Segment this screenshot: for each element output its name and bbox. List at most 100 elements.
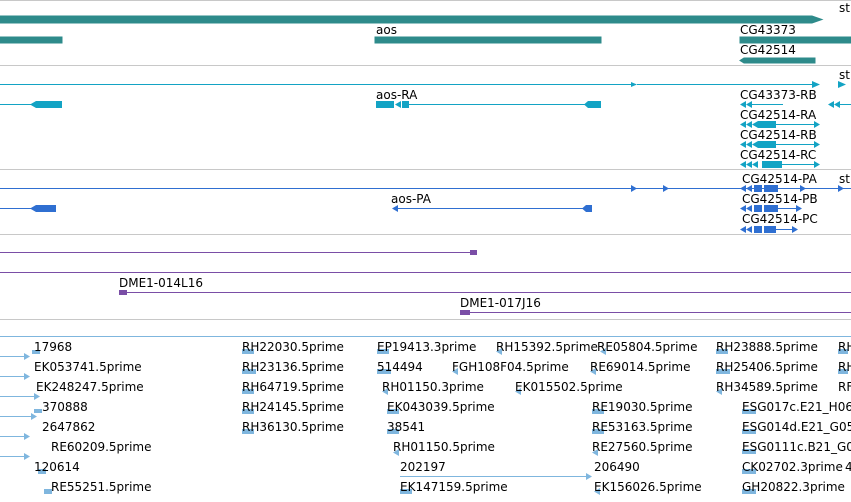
est-label[interactable]: RE19030.5prime (592, 400, 693, 414)
gene-feature-cg43373[interactable] (739, 36, 851, 44)
est-block[interactable] (377, 349, 389, 354)
est-label[interactable]: ESG017c.E21_H06 (742, 400, 851, 414)
protein-exon[interactable] (582, 205, 592, 212)
transcript-exon[interactable] (30, 101, 62, 108)
est-block[interactable] (242, 369, 256, 374)
est-label[interactable]: ESG014d.E21_G05 (742, 420, 851, 434)
est-label[interactable]: GH20822.3prime (742, 480, 845, 494)
transcript-exon-aos-ra[interactable] (376, 101, 394, 108)
est-label[interactable]: 206490 (594, 460, 640, 474)
est-block[interactable] (32, 350, 40, 354)
est-block[interactable] (742, 429, 756, 434)
est-label[interactable]: RH24145.5prime (242, 400, 344, 414)
clone-label-dme1-017j16[interactable]: DME1-017J16 (460, 296, 541, 310)
est-block[interactable] (242, 409, 254, 414)
protein-exon[interactable] (754, 226, 762, 233)
transcript-exon[interactable] (584, 101, 601, 108)
gene-feature-cg42514[interactable] (739, 57, 816, 64)
est-label[interactable]: RH34589.5prime (716, 380, 818, 394)
est-block[interactable] (838, 369, 848, 374)
est-block[interactable] (242, 429, 254, 434)
gene-label-aos[interactable]: aos (376, 23, 397, 37)
est-label[interactable]: RH23888.5prime (716, 340, 818, 354)
transcript-exon[interactable] (758, 141, 776, 148)
est-block[interactable] (400, 489, 412, 494)
est-label[interactable]: 4 (845, 460, 851, 474)
est-label[interactable]: EP19413.3prime (377, 340, 477, 354)
est-label[interactable]: ESG0111c.B21_G0 (742, 440, 851, 454)
est-label[interactable]: RH15392.5prime (496, 340, 598, 354)
gene-label-st[interactable]: st (839, 1, 850, 15)
protein-label-cg42514-pc[interactable]: CG42514-PC (742, 212, 818, 226)
est-label[interactable]: RH (838, 360, 851, 374)
est-label[interactable]: RH64719.5prime (242, 380, 344, 394)
protein-exon[interactable] (764, 226, 776, 233)
transcript-label-cg42514-ra[interactable]: CG42514-RA (740, 108, 817, 122)
est-label[interactable]: EK043039.5prime (387, 400, 495, 414)
est-block[interactable] (242, 349, 254, 354)
transcript-exon[interactable] (762, 161, 782, 168)
est-label[interactable]: FGH108F04.5prime (452, 360, 569, 374)
est-label[interactable]: 38541 (387, 420, 426, 434)
est-label[interactable]: RF (838, 380, 851, 394)
est-block[interactable] (716, 369, 730, 374)
est-label[interactable]: RE27560.5prime (592, 440, 693, 454)
est-block[interactable] (592, 409, 604, 414)
est-label[interactable]: RH23136.5prime (242, 360, 344, 374)
transcript-exon[interactable] (758, 121, 776, 128)
est-label[interactable]: CK02702.3prime (742, 460, 843, 474)
protein-label-aos-pa[interactable]: aos-PA (391, 192, 431, 206)
est-block[interactable] (34, 409, 42, 413)
est-block[interactable] (838, 349, 848, 354)
clone-end[interactable] (119, 290, 127, 295)
gene-feature-aos[interactable] (374, 36, 602, 44)
est-label[interactable]: RH (838, 340, 851, 354)
est-block[interactable] (242, 389, 254, 394)
est-label[interactable]: 370888 (42, 400, 88, 414)
protein-label-cg42514-pb[interactable]: CG42514-PB (742, 192, 818, 206)
est-label[interactable]: RE55251.5prime (51, 480, 152, 494)
est-label[interactable]: RE05804.5prime (597, 340, 698, 354)
transcript-label-st[interactable]: st (839, 68, 850, 82)
gene-label-cg42514[interactable]: CG42514 (740, 43, 796, 57)
est-label[interactable]: RE69014.5prime (590, 360, 691, 374)
est-label[interactable]: RH25406.5prime (716, 360, 818, 374)
transcript-label-aos-ra[interactable]: aos-RA (376, 88, 418, 102)
protein-label-cg42514-pa[interactable]: CG42514-PA (742, 172, 817, 186)
est-block[interactable] (377, 369, 391, 374)
est-label[interactable]: RH01150.3prime (382, 380, 484, 394)
protein-exon[interactable] (754, 185, 762, 192)
gene-feature-st[interactable] (0, 15, 824, 24)
est-block[interactable] (742, 489, 756, 494)
transcript-exon[interactable] (402, 101, 409, 108)
est-label[interactable]: RH36130.5prime (242, 420, 344, 434)
est-label[interactable]: 2647862 (42, 420, 96, 434)
est-block[interactable] (38, 469, 46, 474)
est-block[interactable] (716, 349, 728, 354)
clone-end[interactable] (470, 250, 477, 255)
est-label[interactable]: RE53163.5prime (592, 420, 693, 434)
protein-exon[interactable] (764, 185, 778, 192)
clone-label-dme1-014l16[interactable]: DME1-014L16 (119, 276, 203, 290)
est-label[interactable]: RE60209.5prime (51, 440, 152, 454)
est-label[interactable]: EK156026.5prime (594, 480, 702, 494)
est-label[interactable]: 514494 (377, 360, 423, 374)
est-block[interactable] (387, 429, 399, 434)
transcript-label-cg43373-rb[interactable]: CG43373-RB (740, 88, 817, 102)
protein-exon[interactable] (30, 205, 56, 212)
est-label[interactable]: 202197 (400, 460, 446, 474)
est-label[interactable]: EK053741.5prime (34, 360, 142, 374)
est-block[interactable] (742, 449, 756, 454)
est-label[interactable]: EK015502.5prime (515, 380, 623, 394)
est-label[interactable]: 17968 (34, 340, 73, 354)
est-block[interactable] (387, 409, 399, 414)
gene-feature-left[interactable] (0, 36, 63, 44)
est-block[interactable] (44, 489, 52, 494)
est-block[interactable] (742, 469, 756, 474)
clone-end[interactable] (460, 310, 470, 315)
protein-label-st[interactable]: st (839, 172, 850, 186)
est-label[interactable]: RH22030.5prime (242, 340, 344, 354)
est-label[interactable]: EK147159.5prime (400, 480, 508, 494)
est-block[interactable] (742, 409, 756, 414)
est-label[interactable]: EK248247.5prime (36, 380, 144, 394)
